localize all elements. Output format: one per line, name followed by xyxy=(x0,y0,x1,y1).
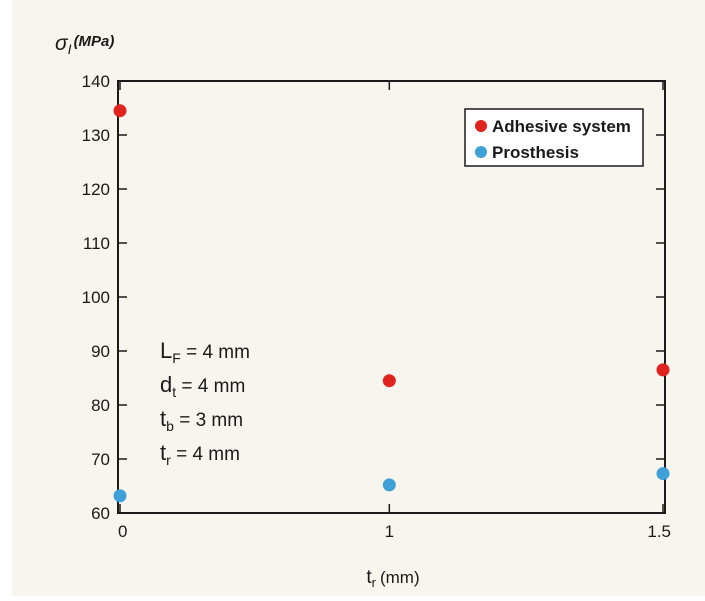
legend-label-prosthesis: Prosthesis xyxy=(492,143,579,162)
y-tick-label: 80 xyxy=(91,396,110,415)
y-axis-title: σI (MPa) xyxy=(55,32,114,57)
prosthesis-point xyxy=(382,478,396,492)
y-tick-label: 130 xyxy=(82,126,110,145)
x-axis-title-unit: (mm) xyxy=(380,568,420,587)
y-tick-label: 70 xyxy=(91,450,110,469)
legend-box xyxy=(464,108,644,167)
adhesive-system-point xyxy=(656,363,670,377)
adhesive-system-point xyxy=(113,104,127,118)
prosthesis-point xyxy=(113,489,127,503)
y-axis-title-unit: (MPa) xyxy=(74,33,115,50)
parameter-annotations: LF = 4 mm dt = 4 mm tb = 3 mm tr = 4 mm xyxy=(160,338,250,468)
y-axis-title-sub: I xyxy=(68,41,72,57)
x-axis-title: tr (mm) xyxy=(366,567,419,590)
x-tick-label: 1.5 xyxy=(647,522,671,541)
y-tick-label: 60 xyxy=(91,504,110,523)
annotation-tb: tb = 3 mm xyxy=(160,406,243,434)
y-axis: 60 70 80 90 100 110 120 130 140 xyxy=(82,72,665,523)
annotation-lf: LF = 4 mm xyxy=(160,338,250,366)
y-tick-label: 90 xyxy=(91,342,110,361)
x-axis-title-sub: r xyxy=(372,575,377,590)
y-tick-label: 140 xyxy=(82,72,110,91)
data-points xyxy=(113,104,670,503)
prosthesis-point xyxy=(656,467,670,481)
adhesive-system-point xyxy=(382,374,396,388)
annotation-tr: tr = 4 mm xyxy=(160,440,240,468)
y-tick-label: 120 xyxy=(82,180,110,199)
annotation-dt: dt = 4 mm xyxy=(160,372,245,400)
legend-label-adhesive-system: Adhesive system xyxy=(492,117,631,136)
y-tick-label: 100 xyxy=(82,288,110,307)
legend-marker-adhesive-system xyxy=(475,120,487,132)
x-axis-title-symbol: t xyxy=(366,567,372,588)
x-tick-label: 1 xyxy=(385,522,394,541)
x-axis: 0 1 1.5 xyxy=(118,81,671,541)
y-tick-label: 110 xyxy=(83,234,110,253)
x-tick-label: 0 xyxy=(118,522,127,541)
legend-marker-prosthesis xyxy=(475,146,487,158)
y-axis-title-symbol: σ xyxy=(55,32,69,55)
legend: Adhesive system Prosthesis xyxy=(464,108,644,167)
chart-figure: σI (MPa) 60 70 80 90 100 110 120 130 140 0 1 1.5 tr… xyxy=(12,0,705,596)
